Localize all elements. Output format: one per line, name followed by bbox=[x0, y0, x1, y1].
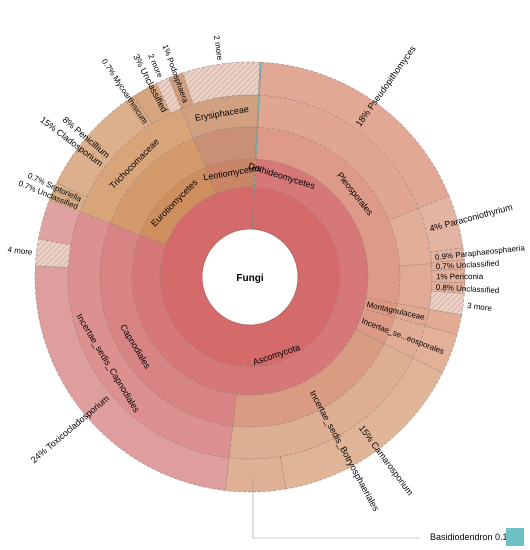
label-periconia[interactable]: 1% Periconia bbox=[436, 272, 484, 281]
label-three_more[interactable]: 3 more bbox=[467, 301, 493, 313]
label-four_more[interactable]: 4 more bbox=[7, 245, 33, 257]
wedge-botryo_f[interactable] bbox=[228, 343, 414, 460]
wedge-three_more[interactable] bbox=[428, 290, 465, 316]
center-node[interactable]: Fungi bbox=[201, 228, 299, 326]
wedge-camaro[interactable] bbox=[280, 357, 443, 490]
wedge-pseudo[interactable] bbox=[259, 62, 450, 209]
wedge-two_more_top[interactable] bbox=[156, 77, 182, 114]
wedge-two_more[interactable] bbox=[182, 61, 261, 105]
wedge-erysiphaceae[interactable] bbox=[180, 94, 259, 139]
wedge-pleo_unc2[interactable] bbox=[431, 281, 466, 294]
label-two_more[interactable]: 2 more bbox=[212, 35, 224, 61]
wedge-basidiodendron[interactable] bbox=[258, 61, 262, 96]
basidiodendron-leader-line bbox=[252, 477, 420, 539]
wedge-pleo_rest[interactable] bbox=[397, 263, 433, 310]
wedge-basidio3[interactable] bbox=[255, 126, 259, 160]
wedge-toxico[interactable] bbox=[34, 265, 230, 491]
wedge-ins_g[interactable] bbox=[412, 325, 458, 373]
wedge-botryo_g[interactable] bbox=[225, 456, 287, 493]
wedge-mont_f[interactable] bbox=[394, 303, 430, 327]
center-label-fungi[interactable]: Fungi bbox=[236, 273, 263, 284]
wedge-asco[interactable] bbox=[159, 186, 341, 368]
basidiodendron-callout: Basidiodendron 0.1% bbox=[252, 477, 524, 546]
center-hole bbox=[201, 228, 299, 326]
label-pleo_unc2[interactable]: 0.8% Unclassified bbox=[435, 283, 499, 295]
label-pleo_unc[interactable]: 0.7% Unclassified bbox=[435, 259, 499, 272]
sunburst-wedges bbox=[34, 61, 466, 493]
basidiodendron-swatch[interactable] bbox=[506, 528, 524, 546]
basidiodendron-label[interactable]: Basidiodendron 0.1% bbox=[430, 532, 516, 542]
